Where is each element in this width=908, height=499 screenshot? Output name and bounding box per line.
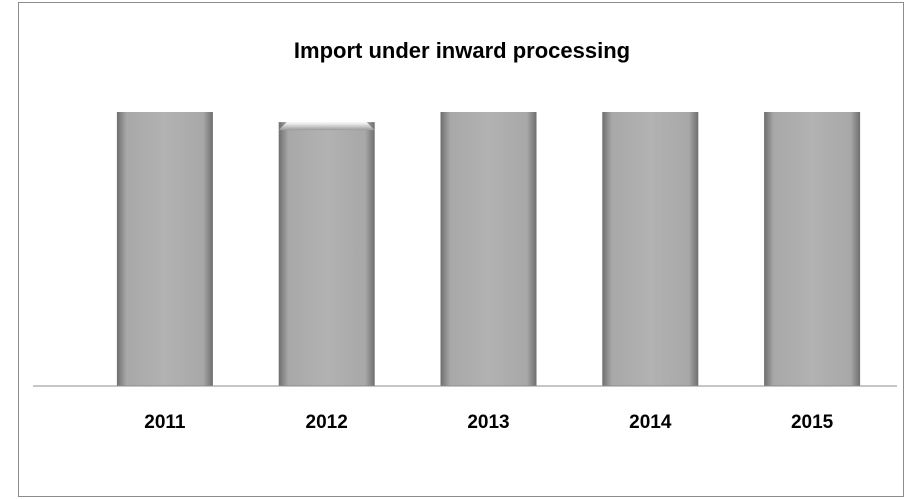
bar-2011 bbox=[116, 112, 213, 386]
x-tick-label: 2012 bbox=[306, 412, 348, 433]
bar-cap-2012 bbox=[278, 122, 375, 131]
x-tick-label: 2015 bbox=[791, 412, 834, 433]
x-tick-label: 2014 bbox=[629, 412, 672, 433]
x-tick-label: 2013 bbox=[467, 412, 509, 433]
bar-2014 bbox=[602, 112, 699, 386]
bar-2013 bbox=[440, 112, 537, 386]
chart-title: Import under inward processing bbox=[293, 38, 631, 63]
bar-2015 bbox=[764, 112, 861, 386]
bar-2012 bbox=[278, 122, 375, 386]
x-tick-label: 2011 bbox=[144, 412, 186, 433]
